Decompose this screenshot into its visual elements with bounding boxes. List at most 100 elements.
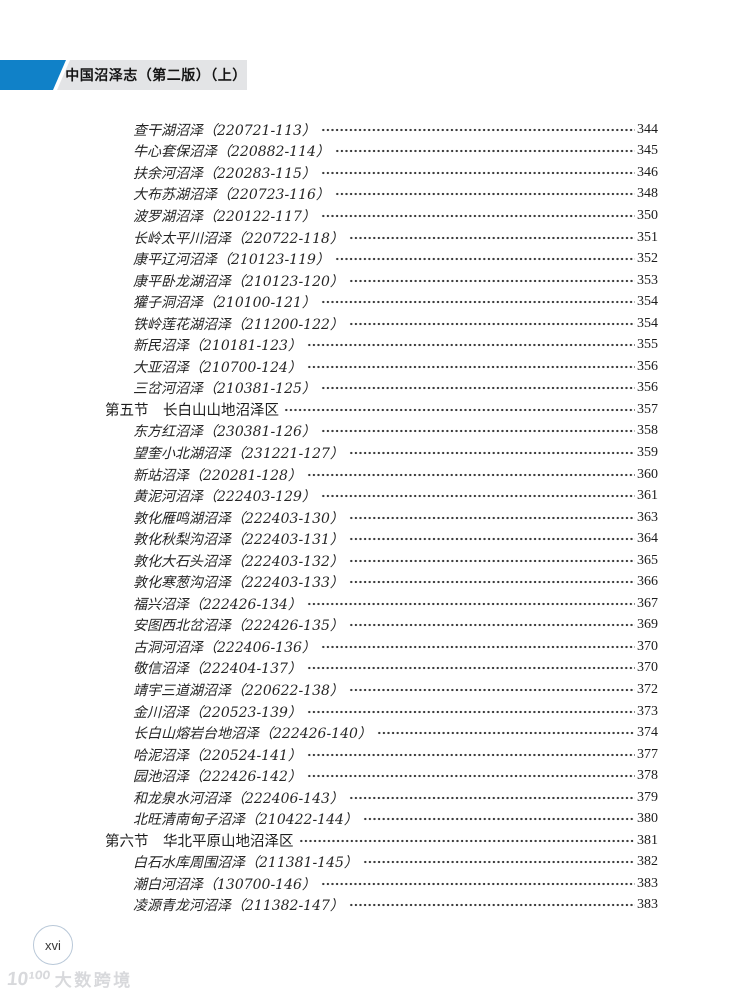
- toc-entry: 康平辽河沼泽（210123-119） 352: [105, 248, 658, 270]
- toc-entry-label: 康平卧龙湖沼泽（210123-120）: [133, 273, 344, 290]
- toc-entry-page: 355: [637, 337, 658, 353]
- toc-entry-label: 凌源青龙河沼泽（211382-147）: [133, 898, 344, 915]
- toc-entry-label: 獾子洞沼泽（210100-121）: [133, 295, 316, 312]
- toc-entry-label: 哈泥沼泽（220524-141）: [133, 747, 302, 764]
- toc-entry-page: 374: [637, 725, 658, 741]
- toc-entry-page: 382: [637, 854, 658, 870]
- toc-entry: 靖宇三道湖沼泽（220622-138） 372: [105, 679, 658, 701]
- toc-entry-page: 351: [637, 229, 658, 245]
- dot-leader: [284, 402, 635, 417]
- toc-entry-page: 381: [637, 832, 658, 848]
- toc-entry-page: 361: [637, 488, 658, 504]
- toc-entry: 望奎小北湖沼泽（231221-127） 359: [105, 442, 658, 464]
- toc-entry-page: 365: [637, 552, 658, 568]
- toc-entry-label: 长白山熔岩台地沼泽（222426-140）: [133, 726, 372, 743]
- dot-leader: [334, 252, 635, 267]
- toc-entry-label: 敬信沼泽（222404-137）: [133, 661, 302, 678]
- dot-leader: [334, 144, 635, 159]
- toc-entry-label: 牛心套保沼泽（220882-114）: [133, 144, 330, 161]
- watermark-logo-icon: 10¹⁰⁰: [5, 969, 51, 990]
- dot-leader: [298, 833, 635, 848]
- dot-leader: [362, 812, 635, 827]
- toc-entry-page: 352: [637, 251, 658, 267]
- toc-entry: 康平卧龙湖沼泽（210123-120） 353: [105, 270, 658, 292]
- toc-entry-page: 380: [637, 811, 658, 827]
- toc-entry-label: 靖宇三道湖沼泽（220622-138）: [133, 682, 344, 699]
- toc-entry: 凌源青龙河沼泽（211382-147） 383: [105, 895, 658, 917]
- toc-entry-page: 370: [637, 638, 658, 654]
- toc-entry-page: 354: [637, 294, 658, 310]
- dot-leader: [376, 726, 635, 741]
- dot-leader: [348, 790, 635, 805]
- toc-entry-page: 357: [637, 401, 658, 417]
- toc-entry: 新民沼泽（210181-123） 355: [105, 334, 658, 356]
- toc-entry: 大亚沼泽（210700-124） 356: [105, 356, 658, 378]
- toc-entry-page: 370: [637, 660, 658, 676]
- toc-entry-page: 359: [637, 444, 658, 460]
- toc-entry-page: 366: [637, 574, 658, 590]
- toc-entry-label: 新站沼泽（220281-128）: [133, 467, 302, 484]
- toc-entry-label: 三岔河沼泽（210381-125）: [133, 381, 316, 398]
- toc-entry-label: 金川沼泽（220523-139）: [133, 704, 302, 721]
- toc-entry: 福兴沼泽（222426-134） 367: [105, 593, 658, 615]
- toc-entry-label: 大布苏湖沼泽（220723-116）: [133, 187, 330, 204]
- dot-leader: [320, 639, 635, 654]
- dot-leader: [320, 165, 635, 180]
- dot-leader: [306, 747, 635, 762]
- toc-entry: 长岭太平川沼泽（220722-118） 351: [105, 227, 658, 249]
- dot-leader: [320, 381, 635, 396]
- toc-entry-label: 望奎小北湖沼泽（231221-127）: [133, 445, 344, 462]
- dot-leader: [320, 424, 635, 439]
- toc-entry: 大布苏湖沼泽（220723-116） 348: [105, 184, 658, 206]
- toc-entry-label: 敦化雁鸣湖沼泽（222403-130）: [133, 510, 344, 527]
- dot-leader: [348, 682, 635, 697]
- toc-entry: 哈泥沼泽（220524-141） 377: [105, 744, 658, 766]
- toc-entry-page: 360: [637, 466, 658, 482]
- toc-entry: 查干湖沼泽（220721-113） 344: [105, 119, 658, 141]
- toc-entry: 白石水库周围沼泽（211381-145） 382: [105, 852, 658, 874]
- toc-entry-page: 369: [637, 617, 658, 633]
- toc-entry-page: 356: [637, 380, 658, 396]
- dot-leader: [348, 532, 635, 547]
- toc-entry: 第六节 华北平原山地沼泽区 381: [105, 830, 658, 852]
- toc-entry: 敦化寒葱沟沼泽（222403-133） 366: [105, 571, 658, 593]
- page-number-badge: xvi: [33, 925, 73, 965]
- dot-leader: [320, 489, 635, 504]
- watermark: 10¹⁰⁰ 大数跨境: [5, 969, 133, 993]
- toc-entry-label: 长岭太平川沼泽（220722-118）: [133, 230, 344, 247]
- toc-entry-label: 白石水库周围沼泽（211381-145）: [133, 855, 358, 872]
- dot-leader: [348, 898, 635, 913]
- toc-entry-label: 第五节 长白山山地沼泽区: [105, 403, 279, 420]
- toc-entry-label: 潮白河沼泽（130700-146）: [133, 876, 316, 893]
- dot-leader: [306, 359, 635, 374]
- toc-entry: 牛心套保沼泽（220882-114） 345: [105, 141, 658, 163]
- dot-leader: [306, 467, 635, 482]
- toc-entry-label: 查干湖沼泽（220721-113）: [133, 122, 316, 139]
- toc-entry-label: 园池沼泽（222426-142）: [133, 769, 302, 786]
- toc-entry: 和龙泉水河沼泽（222406-143） 379: [105, 787, 658, 809]
- dot-leader: [320, 295, 635, 310]
- toc-entry-label: 和龙泉水河沼泽（222406-143）: [133, 790, 344, 807]
- watermark-text: 大数跨境: [54, 971, 133, 991]
- toc-entry: 扶余河沼泽（220283-115） 346: [105, 162, 658, 184]
- toc-entry-label: 安图西北岔沼泽（222426-135）: [133, 618, 344, 635]
- toc-entry-page: 383: [637, 875, 658, 891]
- dot-leader: [306, 338, 635, 353]
- toc-entry-page: 372: [637, 681, 658, 697]
- toc-entry: 敦化秋梨沟沼泽（222403-131） 364: [105, 528, 658, 550]
- toc-entry-page: 363: [637, 509, 658, 525]
- toc-entry: 敦化大石头沼泽（222403-132） 365: [105, 550, 658, 572]
- toc-entry-page: 346: [637, 164, 658, 180]
- toc-entry-label: 敦化寒葱沟沼泽（222403-133）: [133, 575, 344, 592]
- toc-entry-page: 348: [637, 186, 658, 202]
- running-head: 中国沼泽志（第二版）（上）: [0, 60, 270, 90]
- toc-entry-page: 383: [637, 897, 658, 913]
- toc-entry-page: 356: [637, 358, 658, 374]
- toc-entry-page: 358: [637, 423, 658, 439]
- toc-entry: 波罗湖沼泽（220122-117） 350: [105, 205, 658, 227]
- toc-entry: 安图西北岔沼泽（222426-135） 369: [105, 615, 658, 637]
- toc-entry-page: 354: [637, 315, 658, 331]
- toc-entry-page: 344: [637, 121, 658, 137]
- toc-entry-label: 古洞河沼泽（222406-136）: [133, 639, 316, 656]
